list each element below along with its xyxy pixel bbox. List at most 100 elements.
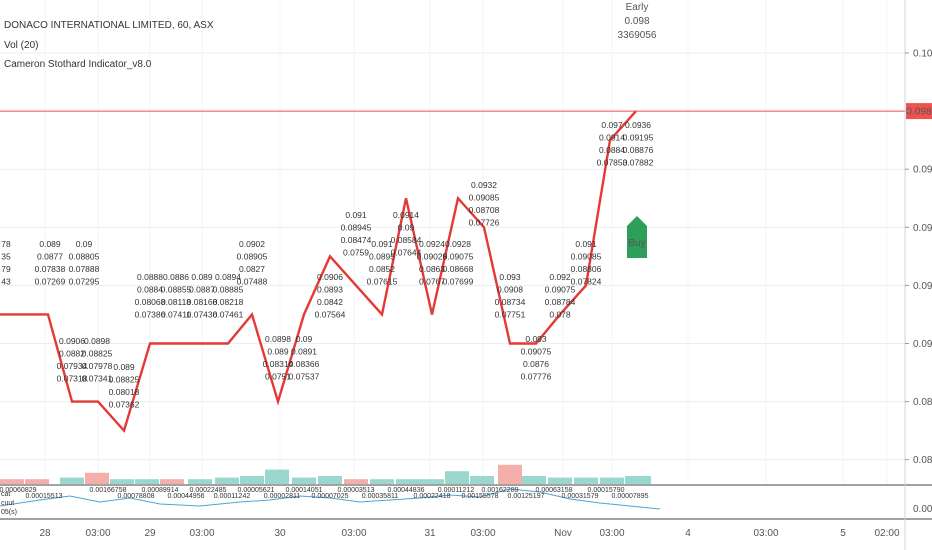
indicator-value: 0.00003513 xyxy=(338,487,375,494)
annotation-value: 0.07751 xyxy=(495,310,526,320)
indicator-value: 0.00022485 xyxy=(190,487,227,494)
volume-bar xyxy=(574,477,598,484)
annotation-value: 0.0877 xyxy=(37,252,63,262)
annotation-value: 0.07615 xyxy=(367,277,398,287)
annotation-value: 0.089 xyxy=(267,347,289,357)
indicator-label: cuut xyxy=(1,500,14,507)
annotation-value: 0.0884 xyxy=(137,285,163,295)
annotation-value: 0.09085 xyxy=(469,193,500,203)
current-price-line: 0.098 xyxy=(0,103,932,120)
annotation-value: 0.07537 xyxy=(289,372,320,382)
annotation-value: 0.08218 xyxy=(213,297,244,307)
annotation-value: 0.089 xyxy=(39,239,61,249)
annotation-value: 0.091 xyxy=(345,210,367,220)
annotation-value: 0.08825 xyxy=(82,349,113,359)
annotation-value: 0.09 xyxy=(398,223,415,233)
y-tick-label: 0.090 xyxy=(913,339,932,350)
annotation-value: 0.0924 xyxy=(419,239,445,249)
annotation-value: 0.08314 xyxy=(263,359,294,369)
volume-legend: Vol (20) xyxy=(4,40,39,51)
indicator-value: 0.00011212 xyxy=(438,487,475,494)
indicator-value: 0.00044956 xyxy=(168,493,205,500)
annotation-value: 0.09 xyxy=(76,239,93,249)
annotation-value: 0.093 xyxy=(525,334,547,344)
volume-bar xyxy=(215,477,239,484)
annotation-value: 0.09075 xyxy=(521,347,552,357)
annotation-value: 0.08668 xyxy=(443,264,474,274)
current-price-label: 0.098 xyxy=(906,107,931,118)
annotation-value: 0.07488 xyxy=(237,277,268,287)
early-volume: 3369056 xyxy=(618,30,657,41)
annotation-value: 0.08734 xyxy=(495,297,526,307)
annotation-value: 0.091 xyxy=(575,239,597,249)
annotation-value: 79 xyxy=(1,264,11,274)
volume-bar xyxy=(0,479,24,484)
annotation-value: 0.07461 xyxy=(213,310,244,320)
annotation-value: 0.08366 xyxy=(289,359,320,369)
annotation-value: 0.0898 xyxy=(84,336,110,346)
current-price-tag xyxy=(906,103,932,120)
series-line xyxy=(0,110,637,434)
indicator-value: 0.00162289 xyxy=(482,487,519,494)
annotation-value: 0.08784 xyxy=(545,297,576,307)
volume-bar xyxy=(600,477,624,484)
annotation-value: 0.089 xyxy=(191,272,213,282)
annotation-value: 0.0906 xyxy=(317,272,343,282)
annotation-value: 0.07362 xyxy=(109,400,140,410)
x-tick-label: 03:00 xyxy=(85,528,110,539)
annotation-value: 0.0852 xyxy=(369,264,395,274)
volume-bar xyxy=(625,476,651,484)
annotation-value: 0.0884 xyxy=(599,145,625,155)
annotation-value: 0.08806 xyxy=(571,264,602,274)
annotation-value: 0.0898 xyxy=(265,334,291,344)
volume-bar xyxy=(25,479,49,484)
annotation-value: 0.07726 xyxy=(469,218,500,228)
x-tick-label: 02:00 xyxy=(874,528,899,539)
annotation-value: 0.091 xyxy=(371,239,393,249)
annotation-value: 0.0936 xyxy=(625,120,651,130)
y-tick-label: 0.088 xyxy=(913,397,932,408)
volume-bar xyxy=(470,476,494,484)
indicator-value: 0.00022418 xyxy=(414,493,451,500)
indicator-value: 0.00011242 xyxy=(214,493,251,500)
annotation-value: 0.0932 xyxy=(471,180,497,190)
x-tick-label: 28 xyxy=(39,528,51,539)
annotation-value: 0.07853 xyxy=(597,158,628,168)
annotation-value: 0.08018 xyxy=(109,387,140,397)
annotation-value: 0.07318 xyxy=(57,374,88,384)
volume-bars xyxy=(0,464,651,484)
annotation-value: 0.08168 xyxy=(187,297,218,307)
volume-bar xyxy=(548,477,572,484)
annotation-value: 0.08805 xyxy=(69,252,100,262)
annotation-value: 0.07386 xyxy=(135,310,166,320)
annotation-value: 0.07882 xyxy=(623,158,654,168)
annotation-value: 0.07838 xyxy=(35,264,66,274)
indicator-value: 0.00035811 xyxy=(362,493,399,500)
annotation-value: 78 xyxy=(1,239,11,249)
volume-bar xyxy=(396,479,420,484)
annotation-value: 0.08474 xyxy=(341,235,372,245)
value-annotations: 78 35 79 43 0.089 0.0877 0.07838 0.07269 0.09 0.0… xyxy=(1,120,653,410)
annotation-value: 0.08118 xyxy=(161,297,191,307)
y-axis: 0.100 0.096 0.094 0.092 0.090 0.088 0.086 0.000 xyxy=(904,0,932,550)
annotation-value: 0.0891 xyxy=(291,347,317,357)
volume-bar xyxy=(445,471,469,484)
annotation-value: 0.0908 xyxy=(497,285,523,295)
annotation-value: 0.097 xyxy=(601,120,623,130)
annotation-value: 0.09 xyxy=(296,334,313,344)
annotation-value: 0.09075 xyxy=(443,252,474,262)
volume-bar xyxy=(135,479,159,484)
annotation-value: 0.09085 xyxy=(571,252,602,262)
annotation-value: 0.09195 xyxy=(623,133,654,143)
x-tick-label: 30 xyxy=(274,528,286,539)
annotation-value: 0.0759 xyxy=(343,248,369,258)
x-axis: 28 03:00 29 03:00 30 03:00 31 03:00 Nov 03:00 4 03:… xyxy=(39,528,900,539)
volume-bar xyxy=(240,476,264,484)
indicator-value: 0.00063158 xyxy=(536,487,573,494)
volume-bar xyxy=(420,479,444,484)
indicator-value: 0.00015790 xyxy=(588,487,625,494)
annotation-value: 0.0886 xyxy=(163,272,189,282)
indicator-value: 0.00060829 xyxy=(0,487,37,494)
